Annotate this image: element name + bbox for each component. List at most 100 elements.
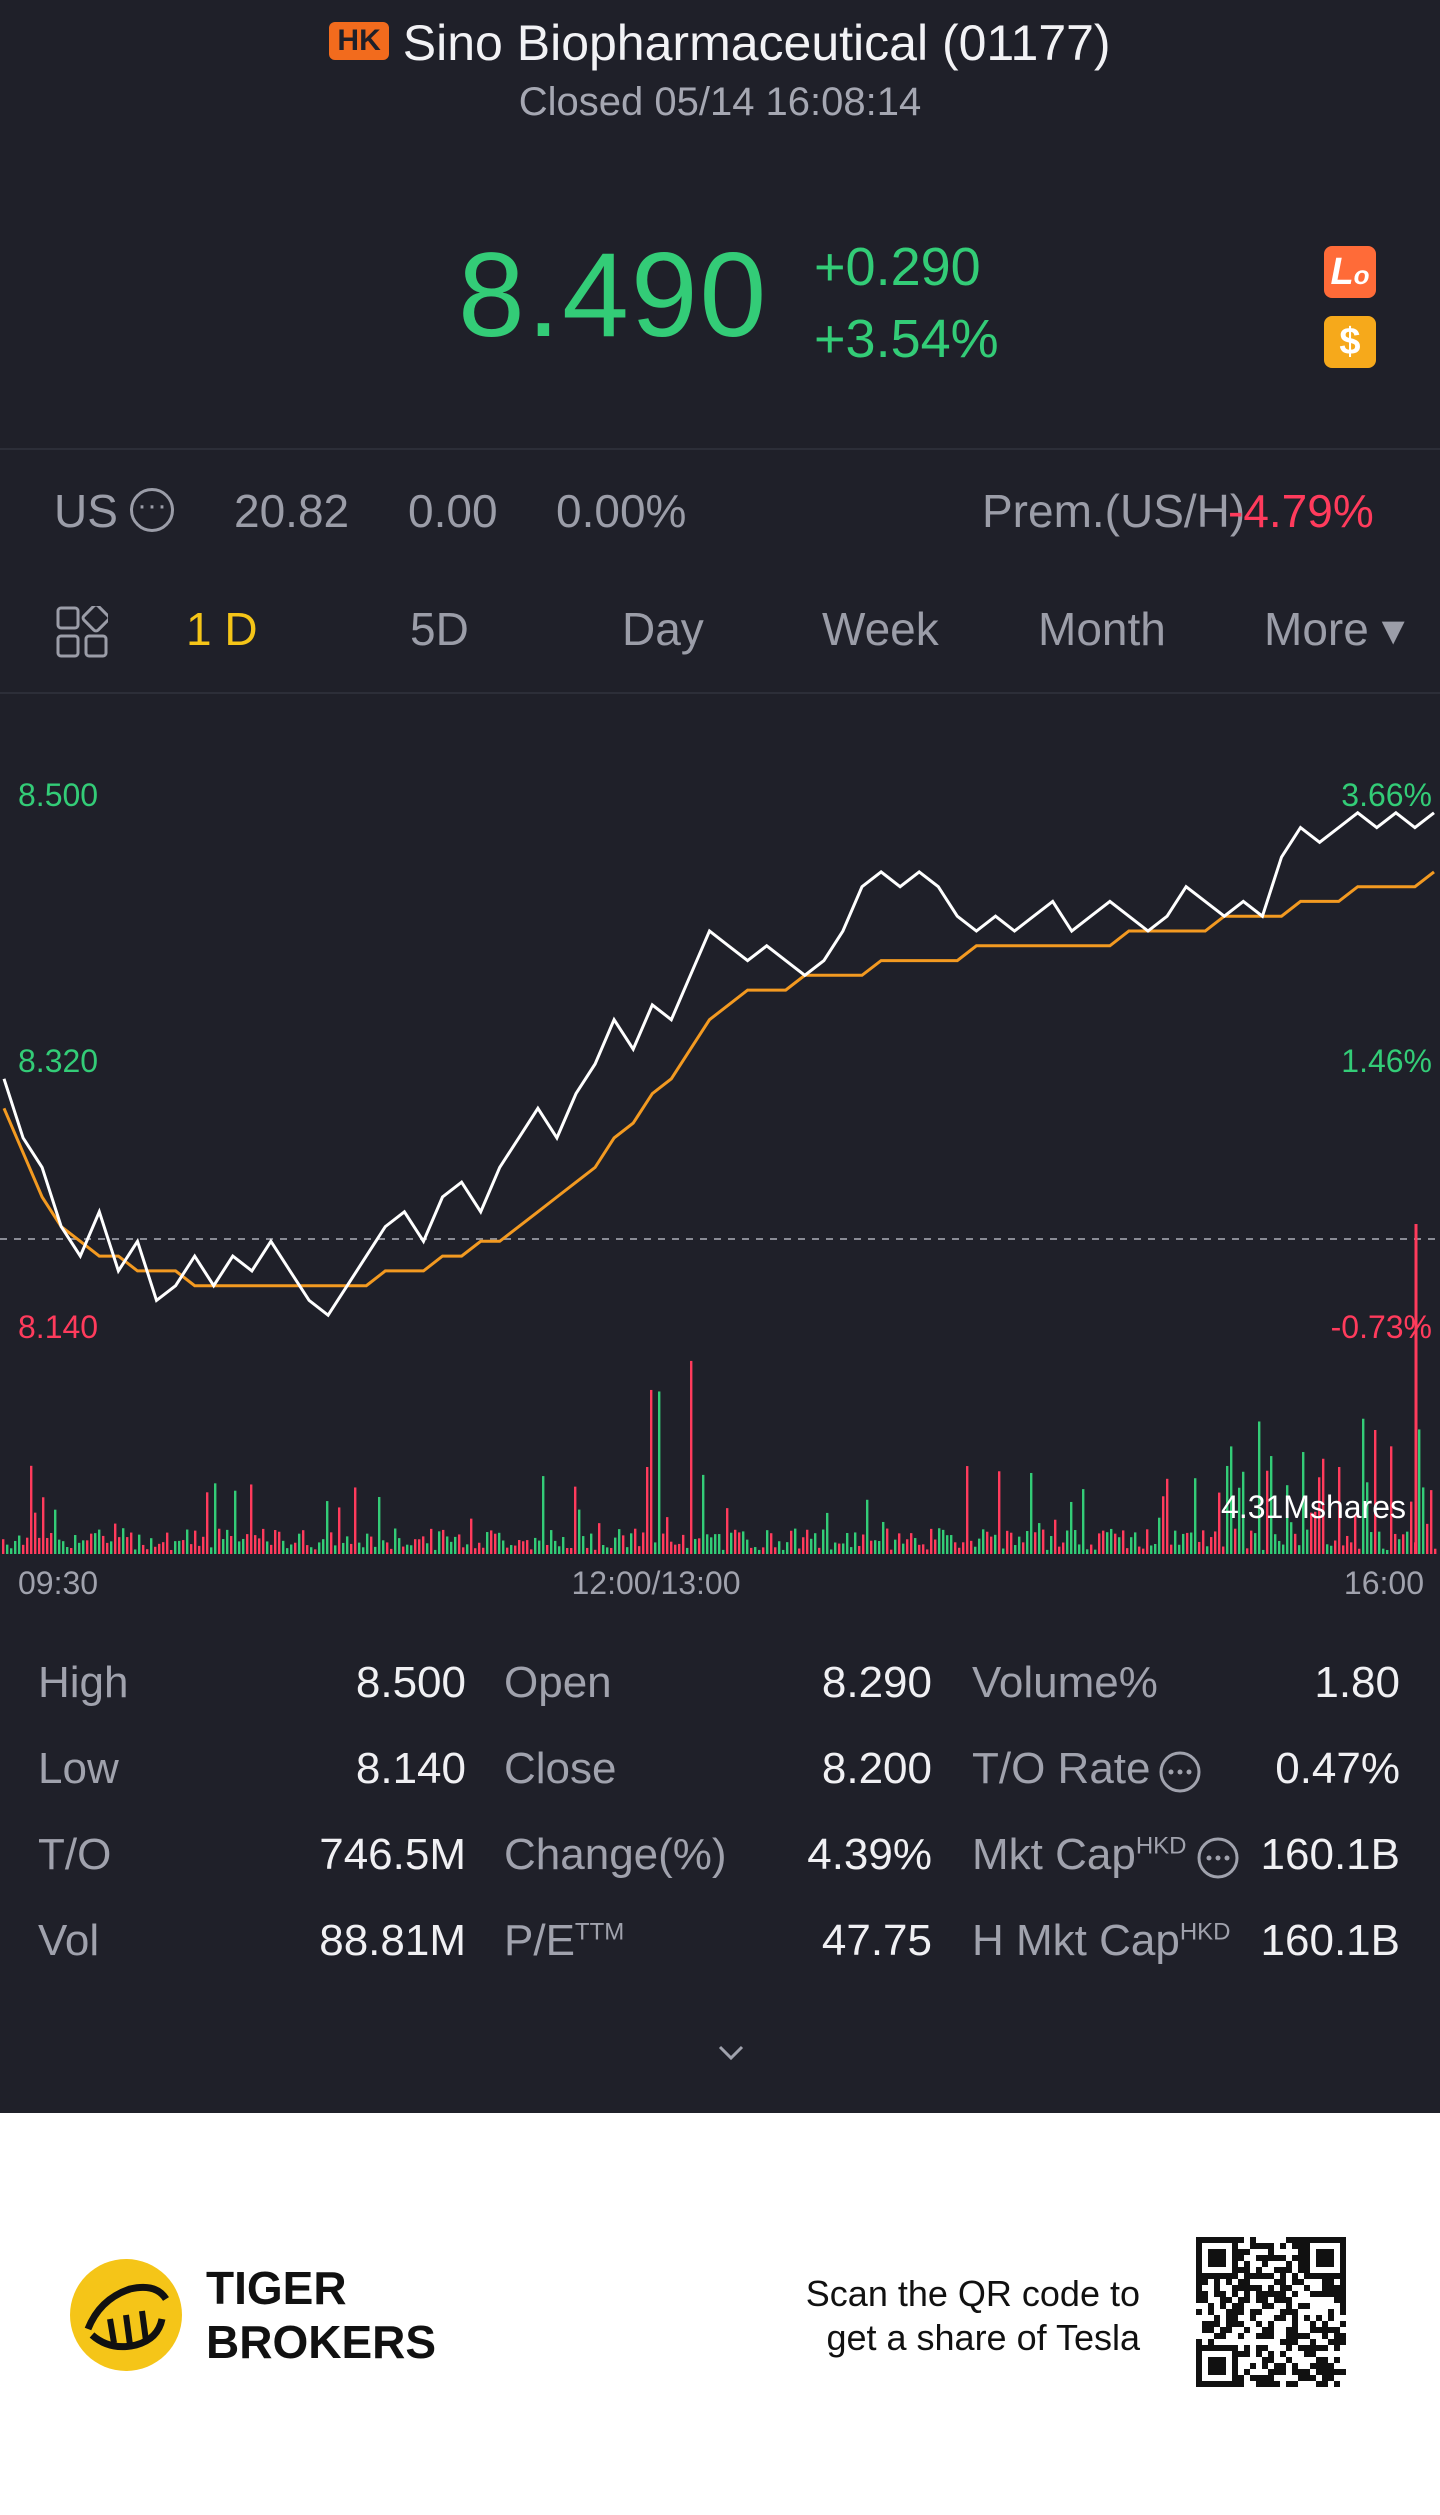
volume-bar <box>134 1549 137 1554</box>
volume-bar <box>1242 1471 1245 1554</box>
volume-bar <box>194 1530 197 1554</box>
dollar-icon[interactable]: $ <box>1324 316 1376 368</box>
volume-bar <box>714 1534 717 1554</box>
tab-5d[interactable]: 5D <box>410 603 469 655</box>
volume-bar <box>842 1543 845 1554</box>
volume-bar <box>694 1538 697 1554</box>
volume-bar <box>70 1548 73 1554</box>
volume-bar <box>450 1541 453 1554</box>
volume-bar <box>682 1534 685 1554</box>
volume-bar <box>462 1547 465 1554</box>
tab-more[interactable]: More ▾ <box>1264 603 1405 655</box>
volume-bar <box>1186 1532 1189 1554</box>
scan-text-1: Scan the QR code to <box>805 2273 1140 2314</box>
volume-bar <box>454 1536 457 1554</box>
x-label-close: 16:00 <box>1344 1565 1424 1601</box>
volume-bar <box>122 1528 125 1554</box>
tab-week[interactable]: Week <box>822 603 939 655</box>
tab-month[interactable]: Month <box>1038 603 1166 655</box>
volume-bar <box>330 1532 333 1554</box>
market-status: Closed 05/14 16:08:14 <box>518 80 922 124</box>
info-dots-icon[interactable] <box>1158 1750 1202 1794</box>
qr-code-icon[interactable] <box>1196 2237 1346 2387</box>
volume-bar <box>850 1547 853 1554</box>
pe-ttm: TTM <box>574 1918 625 1946</box>
volume-bar <box>114 1523 117 1554</box>
volume-bar <box>90 1533 93 1554</box>
lo-icon[interactable]: Lo <box>1324 246 1376 298</box>
volume-bar <box>306 1545 309 1554</box>
volume-bar <box>910 1533 913 1554</box>
volume-bar <box>646 1467 649 1554</box>
tab-day[interactable]: Day <box>622 603 704 655</box>
x-label-open: 09:30 <box>18 1565 98 1601</box>
volume-bar <box>1134 1532 1137 1554</box>
volume-bar <box>870 1540 873 1554</box>
volume-bar <box>878 1540 881 1554</box>
volume-bar <box>1310 1512 1313 1554</box>
brand-line-2: BROKERS <box>206 2316 437 2368</box>
volume-bar <box>982 1529 985 1554</box>
us-adr-row: US ··· 20.82 0.00 0.00% Prem.(US/H) -4.7… <box>0 478 1440 548</box>
intraday-chart[interactable]: 8.500 8.320 8.140 3.66% 1.46% -0.73% 4.3… <box>0 694 1440 1634</box>
volume-bar <box>626 1547 629 1554</box>
y-label-high: 8.500 <box>18 777 98 813</box>
volume-bar <box>550 1530 553 1554</box>
volume-bar <box>678 1543 681 1554</box>
stat-label-pe: P/ETTM <box>504 1916 624 1966</box>
volume-bar <box>914 1538 917 1554</box>
info-dots-icon[interactable] <box>1196 1836 1240 1880</box>
volume-bar <box>594 1549 597 1554</box>
volume-bar <box>1390 1446 1393 1554</box>
volume-bar <box>602 1545 605 1554</box>
volume-bar <box>38 1537 41 1554</box>
volume-bar <box>142 1544 145 1554</box>
volume-bar <box>974 1546 977 1554</box>
volume-bar <box>1054 1519 1057 1554</box>
volume-bar <box>150 1538 153 1554</box>
stat-label-high: High <box>38 1658 129 1707</box>
volume-bar <box>638 1546 641 1554</box>
volume-bar <box>654 1542 657 1554</box>
volume-bar <box>34 1512 37 1554</box>
volume-bar <box>786 1542 789 1554</box>
volume-bar <box>422 1536 425 1554</box>
stat-label-open: Open <box>504 1658 612 1707</box>
volume-bar <box>1022 1542 1025 1554</box>
volume-bar <box>790 1530 793 1554</box>
volume-bar <box>78 1542 81 1554</box>
volume-bar <box>634 1528 637 1554</box>
volume-bar <box>818 1547 821 1554</box>
volume-bar <box>514 1545 517 1554</box>
volume-bar <box>302 1530 305 1554</box>
chevron-down-icon[interactable] <box>716 2038 746 2068</box>
tab-1d[interactable]: 1 D <box>186 603 258 655</box>
more-dots-icon[interactable]: ··· <box>130 488 174 532</box>
volume-bar <box>898 1533 901 1554</box>
volume-bar <box>366 1533 369 1554</box>
volume-bar <box>286 1548 289 1554</box>
volume-bar <box>1154 1543 1157 1554</box>
volume-bar <box>470 1518 473 1554</box>
layout-grid-icon[interactable] <box>56 606 108 658</box>
volume-bar <box>398 1538 401 1554</box>
volume-bar <box>222 1539 225 1554</box>
volume-bar <box>154 1546 157 1554</box>
volume-bar <box>826 1512 829 1554</box>
volume-bar <box>314 1549 317 1554</box>
volume-bar <box>50 1532 53 1554</box>
volume-bar <box>762 1547 765 1554</box>
stat-value-close: 8.200 <box>821 1744 932 1793</box>
y-label-low: 8.140 <box>18 1309 98 1345</box>
volume-bar <box>6 1544 9 1554</box>
volume-bar <box>934 1539 937 1554</box>
volume-bar <box>730 1532 733 1554</box>
volume-bar <box>702 1474 705 1554</box>
volume-bar <box>118 1537 121 1554</box>
stat-label-low: Low <box>38 1744 119 1793</box>
mkt-cap-text: Mkt Cap <box>972 1830 1136 1879</box>
volume-bar <box>250 1484 253 1554</box>
volume-bar <box>726 1508 729 1554</box>
volume-bar <box>866 1499 869 1554</box>
volume-bar <box>1002 1548 1005 1554</box>
